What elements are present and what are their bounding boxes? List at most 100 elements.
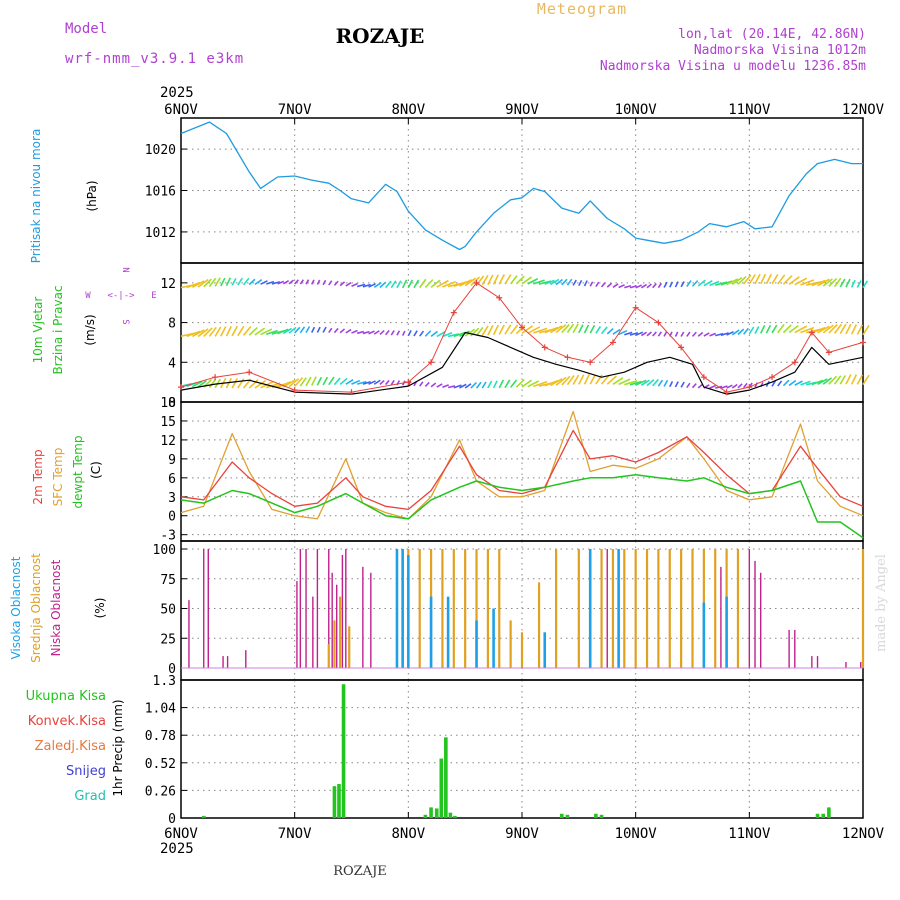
wind-arrow: [794, 380, 803, 386]
wind-arrow: [624, 284, 632, 289]
y-tick-label: 1020: [145, 143, 176, 158]
wind-arrow: [299, 377, 307, 387]
wind-arrow: [862, 374, 870, 386]
wind-arrow: [430, 279, 441, 288]
wind-arrow: [515, 275, 525, 285]
wind-arrow: [492, 380, 498, 389]
wind-arrow: [533, 279, 545, 285]
pressure-line: [180, 121, 863, 251]
wind-arrow: [419, 381, 424, 387]
year-bottom: 2025: [160, 841, 194, 857]
panel4-title-high: Visoka Oblacnost: [9, 556, 23, 659]
wind-arrow: [390, 330, 395, 336]
wind-arrow: [527, 380, 540, 388]
wind-arrow: [356, 283, 366, 288]
wind-arrow: [839, 375, 847, 385]
wind-arrow: [345, 328, 352, 334]
legend-snow: Snijeg: [66, 764, 106, 779]
wind-arrow: [447, 333, 459, 338]
y-tick-label: 75: [160, 573, 176, 588]
wind-arrow: [595, 281, 600, 288]
wind-arrow: [612, 283, 619, 288]
wind-arrow: [765, 324, 772, 334]
wind-arrow: [282, 327, 293, 335]
wind-arrow: [277, 381, 291, 388]
wind-arrow: [459, 279, 472, 287]
panel4-unit: (%): [93, 598, 107, 619]
wind-arrow: [208, 277, 217, 288]
wind-arrow: [663, 281, 668, 288]
precip-bar: [827, 807, 831, 818]
precip-bar: [341, 684, 346, 818]
wind-arrow: [481, 274, 489, 286]
wind-arrow: [498, 274, 505, 285]
wind-arrow: [572, 374, 580, 385]
panel3-title-sfc: SFC Temp: [51, 448, 65, 507]
year-top: 2025: [160, 85, 194, 101]
wind-arrow: [351, 282, 358, 287]
precip-bar: [434, 808, 439, 818]
wind-arrow: [544, 279, 555, 285]
y-tick-label: 4: [168, 356, 176, 371]
wind-arrow: [652, 331, 657, 337]
wind-arrow: [657, 331, 663, 337]
precip-bar: [448, 812, 453, 818]
wind-arrow: [800, 279, 815, 286]
wind-arrow: [305, 376, 312, 387]
wind-arrow: [328, 327, 333, 333]
precip-bar: [423, 814, 428, 818]
x-tick-label-top: 12NOV: [842, 102, 885, 118]
wind-arrow: [583, 280, 588, 287]
wind-arrow: [737, 275, 747, 285]
y-tick-label: 6: [168, 472, 176, 487]
wind-gust-line: [180, 282, 864, 393]
wind-arrow: [589, 374, 597, 385]
wind-arrow: [197, 380, 207, 388]
wind-arrow: [674, 331, 679, 337]
wind-arrow: [777, 323, 785, 334]
panel-frame: [180, 679, 864, 819]
wind-arrow: [550, 378, 563, 387]
wind-arrow: [856, 280, 862, 288]
wind-arrow: [572, 323, 579, 334]
wind-gust-marker: [746, 384, 753, 391]
wind-arrow: [550, 278, 560, 286]
wind-arrow: [828, 277, 838, 287]
wind-arrow: [492, 274, 500, 285]
wind-arrow: [521, 325, 533, 335]
wind-arrow: [663, 379, 669, 387]
wind-arrow: [561, 278, 568, 286]
wind-arrow: [407, 279, 414, 289]
wind-arrow: [299, 279, 305, 285]
wind-arrow: [322, 326, 327, 333]
wind-arrow: [191, 329, 205, 338]
wind-arrow: [220, 326, 227, 337]
wind-arrow: [566, 323, 575, 333]
wind-arrow: [561, 375, 571, 386]
wind-arrow: [413, 279, 420, 289]
wind-arrow: [777, 380, 783, 387]
wind-arrow: [294, 279, 299, 285]
wind-arrow: [339, 377, 348, 385]
wind-arrow: [407, 330, 412, 337]
wind-arrow: [635, 379, 647, 386]
wind-arrow: [311, 376, 317, 386]
wind-arrow: [533, 380, 548, 388]
wind-arrow: [572, 279, 577, 286]
wind-arrow: [248, 379, 259, 389]
compass-east: E: [151, 291, 156, 301]
wind-arrow: [691, 280, 699, 287]
wind-arrow: [629, 332, 639, 336]
wind-gust-marker: [769, 374, 776, 381]
y-tick-label: 0: [168, 812, 176, 827]
wind-gust-marker: [860, 339, 866, 346]
wind-arrow: [266, 329, 278, 336]
wind-arrow: [640, 379, 650, 386]
wind-arrow: [715, 332, 724, 337]
wind-arrow: [214, 326, 222, 337]
wind-arrow: [515, 324, 526, 335]
wind-arrow: [800, 380, 811, 386]
wind-arrow: [260, 328, 273, 336]
wind-arrow: [674, 381, 679, 388]
wind-arrow: [533, 327, 548, 334]
